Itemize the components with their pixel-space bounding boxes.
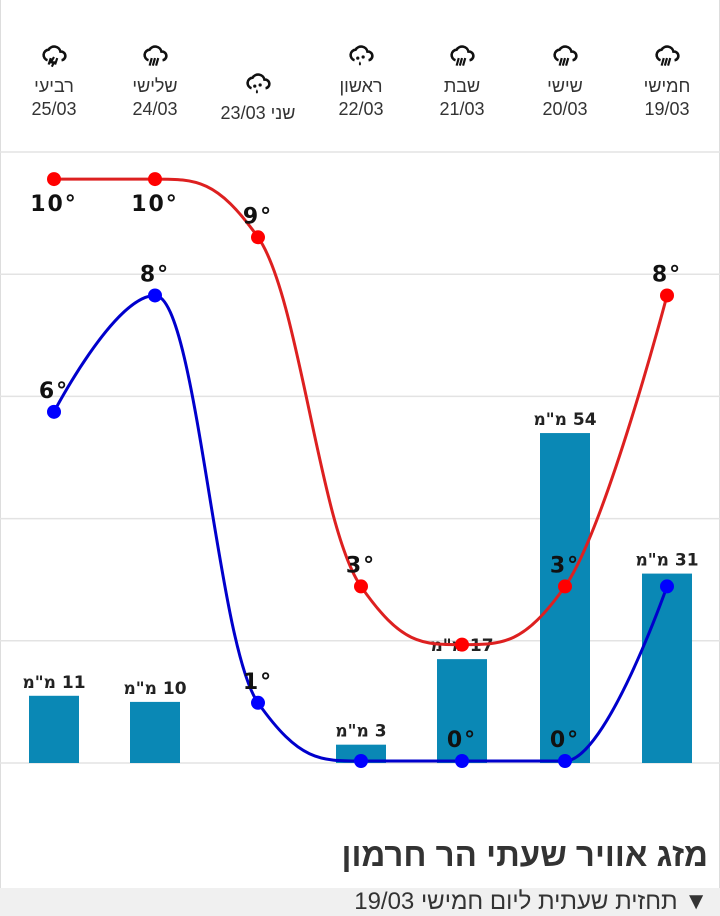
day-name: שבת: [443, 76, 481, 96]
precip-label: 11 מ"מ: [22, 673, 85, 693]
low-temp-point: [455, 754, 469, 768]
low-temp-label: 1°: [243, 670, 273, 695]
low-temp-label: 0°: [550, 728, 580, 753]
day-name: ראשון: [339, 76, 383, 96]
day-column[interactable]: שני 23/03: [198, 72, 318, 124]
day-column[interactable]: שלישי 24/03: [105, 44, 205, 120]
precip-bar: [336, 744, 386, 763]
low-temp-point: [251, 695, 265, 710]
day-date: 24/03: [132, 99, 178, 119]
rain-icon: [412, 44, 512, 74]
precip-bar: [29, 695, 79, 763]
precip-label: 54 מ"מ: [533, 410, 596, 430]
day-column[interactable]: ראשון 22/03: [311, 44, 411, 120]
high-temp-point: [354, 579, 368, 594]
precip-label: 10 מ"מ: [123, 679, 186, 699]
high-temp-label: 3°: [346, 553, 376, 578]
precip-bar: [130, 701, 180, 763]
high-temp-point: [251, 230, 265, 245]
high-temp-point: [47, 172, 61, 187]
low-temp-label: 0°: [447, 728, 477, 753]
high-temp-point: [558, 579, 572, 594]
day-date: 22/03: [338, 99, 384, 119]
rain-icon: [617, 44, 717, 74]
showers-icon: [311, 44, 411, 74]
high-temp-label: 10°: [30, 192, 78, 217]
low-temp-label: 6°: [39, 379, 69, 404]
low-temp-point: [47, 404, 61, 419]
day-date: 21/03: [439, 99, 485, 119]
precip-bar: [437, 659, 487, 763]
low-temp-point: [558, 754, 572, 768]
precip-label: 31 מ"מ: [635, 551, 698, 571]
forecast-chart: 31 מ"מ54 מ"מ17 מ"מ3 מ"מ10 מ"מ11 מ"מ8°3°3…: [0, 151, 720, 768]
precip-label: 3 מ"מ: [335, 722, 386, 742]
day-date: 23/03: [220, 103, 266, 123]
high-temp-label: 8°: [652, 262, 682, 287]
low-temp-point: [148, 288, 162, 303]
day-date: 19/03: [644, 99, 690, 119]
day-column[interactable]: חמישי 19/03: [617, 44, 717, 120]
hourly-forecast-toggle[interactable]: ▼ תחזית שעתית ליום חמישי 19/03: [0, 888, 720, 916]
day-name: שישי: [547, 76, 583, 96]
low-temp-point: [660, 579, 674, 594]
day-name: שלישי: [132, 76, 178, 96]
day-name: שני: [270, 103, 296, 123]
page-title: מזג אוויר שעתי הר חרמון: [341, 836, 708, 873]
high-temp-point: [455, 637, 469, 652]
high-temp-point: [148, 172, 162, 187]
low-temp-point: [354, 754, 368, 768]
low-temp-label: 8°: [140, 262, 170, 287]
high-temp-label: 3°: [550, 553, 580, 578]
day-column[interactable]: רביעי 25/03: [4, 44, 104, 120]
high-temp-label: 9°: [243, 204, 273, 229]
precip-bar: [642, 573, 692, 763]
showers-icon: [198, 72, 318, 102]
rain-icon: [515, 44, 615, 74]
high-temp-point: [660, 288, 674, 303]
thunderstorm-icon: [4, 44, 104, 74]
day-name: רביעי: [34, 76, 74, 96]
day-date: 20/03: [542, 99, 588, 119]
hourly-forecast-label: ▼ תחזית שעתית ליום חמישי 19/03: [354, 888, 708, 915]
high-temp-label: 10°: [131, 192, 179, 217]
day-column[interactable]: שישי 20/03: [515, 44, 615, 120]
rain-icon: [105, 44, 205, 74]
precip-bar: [540, 433, 590, 763]
day-date: 25/03: [31, 99, 77, 119]
day-name: חמישי: [643, 76, 691, 96]
day-column[interactable]: שבת 21/03: [412, 44, 512, 120]
